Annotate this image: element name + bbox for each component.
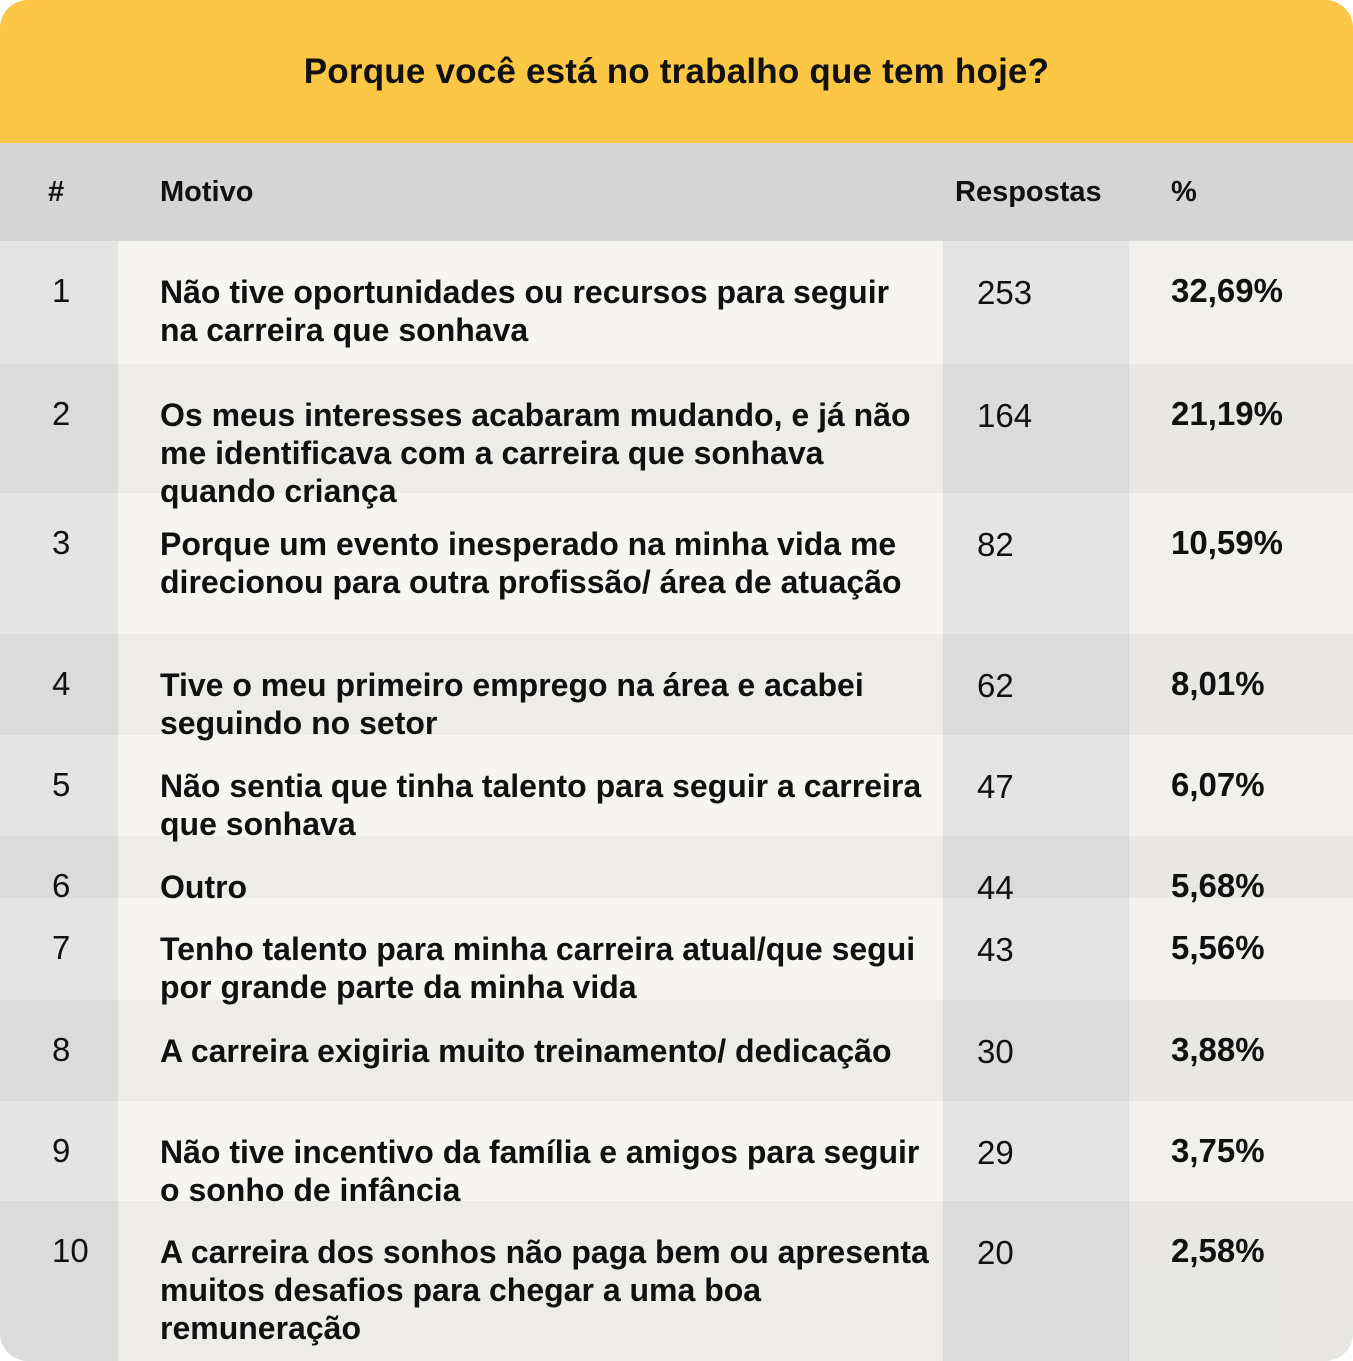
row-percent: 6,07% — [1171, 766, 1265, 803]
row-number: 2 — [52, 395, 71, 432]
table-row: 2 Os meus interesses acabaram mudando, e … — [0, 364, 1353, 509]
table-row: 3 Porque um evento inesperado na minha vi… — [0, 493, 1353, 634]
row-respostas: 164 — [977, 397, 1033, 434]
column-respostas-bg — [943, 241, 1129, 1361]
header-motivo: Motivo — [160, 176, 254, 208]
row-respostas: 253 — [977, 274, 1033, 311]
row-percent: 5,68% — [1171, 867, 1265, 904]
row-respostas: 44 — [977, 869, 1014, 906]
table-row: 6 Outro 44 5,68% — [0, 836, 1353, 906]
column-number-bg — [0, 241, 118, 1361]
row-percent: 21,19% — [1171, 395, 1283, 432]
column-motivo-bg — [118, 241, 943, 1361]
row-respostas: 47 — [977, 768, 1014, 805]
table-row: 4 Tive o meu primeiro emprego na área e a… — [0, 634, 1353, 741]
header-respostas: Respostas — [955, 176, 1102, 208]
row-respostas: 43 — [977, 931, 1014, 968]
row-motivo: Não sentia que tinha talento para seguir… — [160, 768, 922, 842]
row-motivo: Tive o meu primeiro emprego na área e ac… — [160, 667, 864, 741]
row-number: 9 — [52, 1132, 71, 1169]
row-number: 8 — [52, 1031, 71, 1068]
row-percent: 8,01% — [1171, 665, 1265, 702]
table-row: 9 Não tive incentivo da família e amigos … — [0, 1101, 1353, 1208]
row-motivo: Porque um evento inesperado na minha vid… — [160, 526, 902, 600]
row-number: 6 — [52, 867, 71, 904]
page-title: Porque você está no trabalho que tem hoj… — [303, 51, 1050, 91]
table-body: 1 Não tive oportunidades ou recursos para… — [0, 241, 1353, 1361]
row-respostas: 30 — [977, 1033, 1014, 1070]
row-percent: 10,59% — [1171, 524, 1283, 561]
row-percent: 3,88% — [1171, 1031, 1265, 1068]
row-motivo: Outro — [160, 869, 248, 905]
row-respostas: 20 — [977, 1234, 1014, 1271]
row-number: 5 — [52, 766, 71, 803]
table-row: 1 Não tive oportunidades ou recursos para… — [0, 241, 1353, 364]
column-percent-bg — [1129, 241, 1353, 1361]
row-motivo: A carreira exigiria muito treinamento/ d… — [160, 1033, 892, 1069]
row-number: 7 — [52, 929, 71, 966]
row-motivo: Não tive oportunidades ou recursos para … — [160, 274, 890, 348]
table-row: 7 Tenho talento para minha carreira atual… — [0, 898, 1353, 1005]
row-respostas: 82 — [977, 526, 1014, 563]
row-number: 10 — [52, 1232, 89, 1269]
row-percent: 5,56% — [1171, 929, 1265, 966]
row-percent: 3,75% — [1171, 1132, 1265, 1169]
table-row: 8 A carreira exigiria muito treinamento/ … — [0, 1000, 1353, 1101]
row-respostas: 62 — [977, 667, 1014, 704]
title-banner: Porque você está no trabalho que tem hoj… — [0, 0, 1353, 143]
table-header: # Motivo Respostas % — [0, 143, 1353, 241]
table-row: 5 Não sentia que tinha talento para segui… — [0, 735, 1353, 842]
row-number: 4 — [52, 665, 71, 702]
row-percent: 32,69% — [1171, 272, 1283, 309]
row-motivo: Não tive incentivo da família e amigos p… — [160, 1134, 920, 1208]
header-percent: % — [1171, 176, 1197, 208]
row-motivo: Tenho talento para minha carreira atual/… — [160, 931, 916, 1005]
row-number: 1 — [52, 272, 71, 309]
row-percent: 2,58% — [1171, 1232, 1265, 1269]
row-number: 3 — [52, 524, 71, 561]
header-number: # — [48, 176, 65, 208]
table-row: 10 A carreira dos sonhos não paga bem ou … — [0, 1201, 1353, 1361]
row-motivo: A carreira dos sonhos não paga bem ou ap… — [160, 1234, 929, 1346]
row-respostas: 29 — [977, 1134, 1014, 1171]
row-motivo: Os meus interesses acabaram mudando, e j… — [160, 397, 911, 509]
